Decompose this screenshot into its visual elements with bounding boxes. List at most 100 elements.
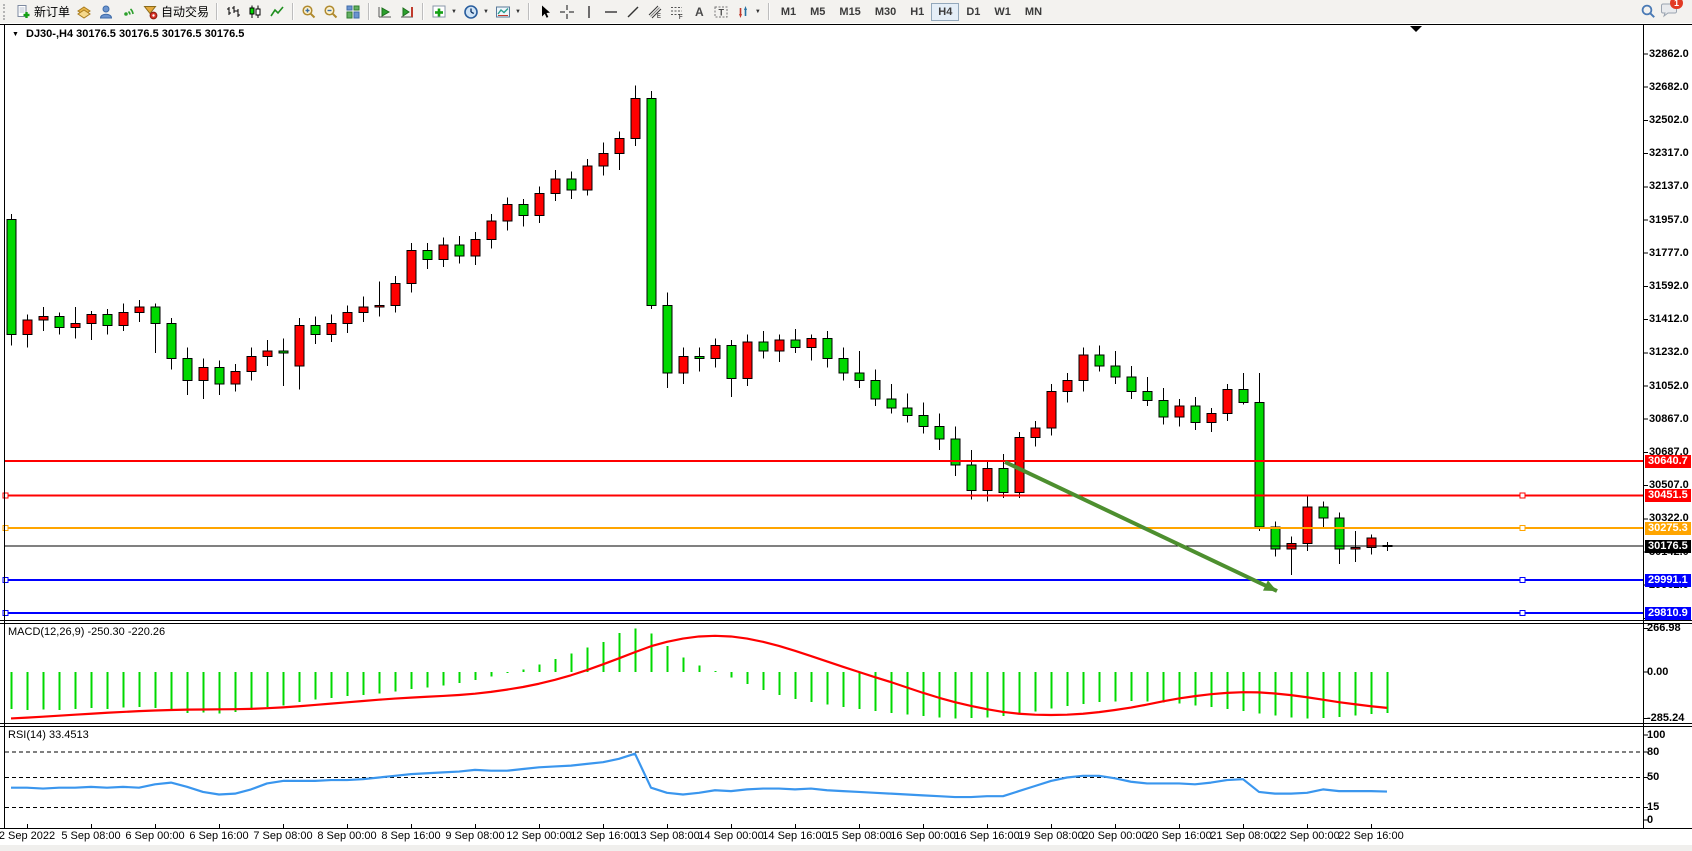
time-tick-label: 20 Sep 00:00 [1082,830,1148,842]
signals-button[interactable] [117,1,139,22]
chart-shift-button[interactable] [396,1,418,22]
toolbar-separator [422,3,425,20]
text-label-icon: T [713,4,729,20]
candlestick-chart-button[interactable] [244,1,266,22]
indicators-button[interactable]: ▼ [428,1,460,22]
time-tick-label: 9 Sep 08:00 [445,830,505,842]
axis-tick-label: 31777.0 [1649,246,1689,259]
equidistant-channel-button[interactable]: E [644,1,666,22]
time-tick-label: 7 Sep 08:00 [253,830,313,842]
axis-tick-label: 32317.0 [1649,147,1689,160]
bar-chart-icon [225,4,241,20]
timeframe-h1[interactable]: H1 [903,3,931,21]
indicators-icon [431,4,447,20]
svg-text:T: T [718,7,724,17]
community-button[interactable] [95,1,117,22]
package-button[interactable] [73,1,95,22]
clock-icon [463,4,479,20]
templates-dropdown-caret[interactable]: ▼ [514,8,521,15]
axis-tick-label: 0.00 [1647,665,1669,678]
package-icon [76,4,92,20]
text-button[interactable]: A [688,1,710,22]
axis-tick-label: 30867.0 [1649,412,1689,425]
price-line-tag: 29991.1 [1645,573,1691,587]
axis-tick-label: 31957.0 [1649,213,1689,226]
time-tick-label: 14 Sep 16:00 [762,830,828,842]
axis-tick-label: 100 [1647,728,1666,741]
time-tick-label: 13 Sep 08:00 [634,830,700,842]
auto-scroll-icon [377,4,393,20]
new-order-button[interactable]: 新订单 [12,1,73,22]
axis-tick-label: -285.24 [1647,711,1685,724]
timeframe-m30[interactable]: M30 [868,3,903,21]
bar-chart-button[interactable] [222,1,244,22]
timeframe-w1[interactable]: W1 [987,3,1018,21]
cursor-button[interactable] [534,1,556,22]
toolbar-separator [292,3,295,20]
horizontal-line-button[interactable] [600,1,622,22]
zoom-in-icon [301,4,317,20]
axis-tick-label: 31052.0 [1649,379,1689,392]
new-order-icon [15,4,31,20]
notification-badge: 1 [1669,0,1683,9]
price-line-tag: 29810.9 [1645,606,1691,620]
crosshair-button[interactable] [556,1,578,22]
time-tick-label: 16 Sep 16:00 [954,830,1020,842]
channel-icon: E [647,4,663,20]
axis-tick-label: 32502.0 [1649,113,1689,126]
timeframe-mn[interactable]: MN [1018,3,1049,21]
toolbar-separator [527,3,530,20]
arrows-button[interactable]: ▼ [732,1,764,22]
time-tick-label: 20 Sep 16:00 [1146,830,1212,842]
timeframe-m5[interactable]: M5 [803,3,832,21]
vertical-line-button[interactable] [578,1,600,22]
candlestick-chart-icon [247,4,263,20]
arrows-dropdown-caret[interactable]: ▼ [754,8,761,15]
time-tick-label: 22 Sep 16:00 [1338,830,1404,842]
auto-scroll-button[interactable] [374,1,396,22]
axis-tick-label: 32137.0 [1649,180,1689,193]
arrows-icon [735,4,751,20]
periods-button[interactable]: ▼ [460,1,492,22]
fibonacci-button[interactable]: F [666,1,688,22]
search-icon [1640,3,1657,20]
timeframe-d1[interactable]: D1 [959,3,987,21]
vertical-line-icon [581,4,597,20]
search-button[interactable] [1637,1,1660,22]
axis-tick-label: 31412.0 [1649,313,1689,326]
time-tick-label: 14 Sep 00:00 [698,830,764,842]
zoom-out-button[interactable] [320,1,342,22]
tile-windows-button[interactable] [342,1,364,22]
template-icon [495,4,511,20]
timeframe-m1[interactable]: M1 [774,3,803,21]
tile-windows-icon [345,4,361,20]
price-line-tag: 30640.7 [1645,454,1691,468]
text-label-button[interactable]: T [710,1,732,22]
axis-tick-label: 30322.0 [1649,512,1689,525]
trendline-icon [625,4,641,20]
symbol-label: DJ30-,H4 [26,28,74,40]
time-tick-label: 12 Sep 00:00 [506,830,572,842]
timeframe-m15[interactable]: M15 [832,3,867,21]
templates-button[interactable]: ▼ [492,1,524,22]
zoom-in-button[interactable] [298,1,320,22]
new-order-label: 新订单 [34,5,71,19]
line-chart-icon [269,4,285,20]
signal-icon [120,4,136,20]
axis-tick-label: 50 [1647,771,1660,783]
notifications-button[interactable]: 1 [1660,0,1683,23]
svg-text:A: A [695,5,704,19]
toolbar-grip [3,3,9,20]
indicators-dropdown-caret[interactable]: ▼ [451,8,457,15]
chevron-down-icon: ▼ [12,31,19,38]
timeframe-h4[interactable]: H4 [931,2,960,21]
line-chart-button[interactable] [266,1,288,22]
svg-text:E: E [657,14,661,20]
periods-dropdown-caret[interactable]: ▼ [482,8,489,15]
time-tick-label: 6 Sep 00:00 [125,830,185,842]
chart-title: ▼ DJ30-,H4 30176.5 30176.5 30176.5 30176… [12,28,244,40]
axis-tick-label: 32862.0 [1649,47,1689,60]
autotrading-button[interactable]: 自动交易 [139,1,212,22]
trendline-button[interactable] [622,1,644,22]
status-strip [0,845,1692,851]
